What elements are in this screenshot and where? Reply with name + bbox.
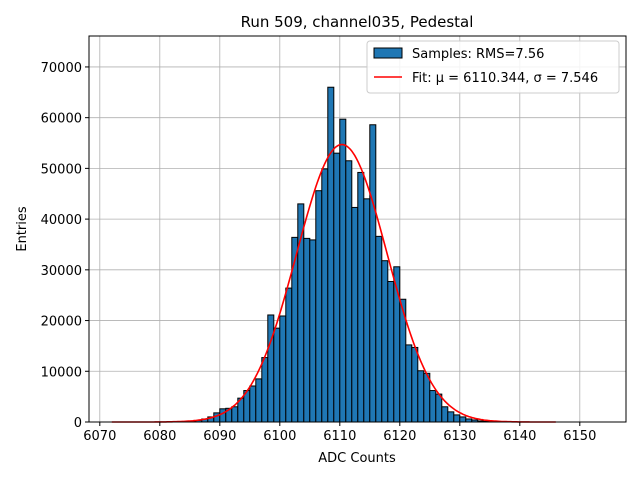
x-axis-label: ADC Counts (318, 451, 396, 466)
legend-swatch-samples (373, 47, 403, 59)
histogram-bar (339, 118, 347, 423)
chart-title: Run 509, channel035, Pedestal (241, 13, 474, 31)
histogram-bar (357, 171, 365, 423)
histogram-bar (219, 408, 227, 423)
x-tick-label: 6100 (263, 429, 296, 444)
histogram-bar (417, 370, 425, 423)
histogram-bar (303, 237, 311, 423)
histogram-bar (369, 124, 377, 423)
y-tick-label: 40000 (41, 213, 82, 228)
histogram-bar (321, 168, 329, 423)
y-tick-label: 50000 (41, 162, 82, 177)
y-axis-label: Entries (15, 206, 30, 252)
x-tick-label: 6090 (203, 429, 236, 444)
histogram-bar (375, 235, 383, 423)
histogram-bar (309, 239, 317, 423)
histogram-bar (345, 160, 353, 423)
legend-label-fit: Fit: μ = 6110.344, σ = 7.546 (412, 71, 598, 86)
fit-curve (111, 143, 556, 423)
x-tick-label: 6110 (323, 429, 356, 444)
histogram-bar (351, 206, 359, 423)
histogram-bar (441, 406, 449, 423)
histogram-bar (447, 411, 455, 423)
histogram-bar (327, 86, 335, 423)
y-tick-label: 70000 (41, 61, 82, 76)
y-tick-label: 0 (74, 416, 82, 431)
histogram-bar (249, 385, 257, 423)
histogram-bar (435, 393, 443, 423)
histogram-bar (279, 315, 287, 423)
histogram-bar (423, 372, 431, 423)
histogram-bar (231, 406, 239, 423)
y-tick-label: 60000 (41, 112, 82, 127)
x-tick-label: 6120 (383, 429, 416, 444)
histogram-bar (273, 327, 281, 423)
histogram-bar (267, 314, 275, 423)
histogram-bar (261, 357, 269, 423)
x-tick-label: 6080 (143, 429, 176, 444)
histogram-bar (387, 280, 395, 423)
histogram-bar (411, 346, 419, 423)
x-tick-label: 6140 (503, 429, 536, 444)
histogram-bar (459, 416, 467, 423)
y-tick-label: 30000 (41, 264, 82, 279)
histogram-bar (363, 198, 371, 423)
histogram-bar (429, 390, 437, 423)
histogram-bar (255, 378, 263, 423)
x-tick-label: 6150 (563, 429, 596, 444)
histogram-bar (381, 260, 389, 423)
histogram-bar (315, 190, 323, 423)
plot-frame (88, 35, 627, 423)
legend-label-samples: Samples: RMS=7.56 (412, 47, 544, 62)
x-tick-label: 6070 (83, 429, 116, 444)
histogram-bar (453, 414, 461, 423)
histogram-bar (285, 287, 293, 423)
y-tick-label: 10000 (41, 365, 82, 380)
histogram-bar (333, 152, 341, 423)
x-tick-label: 6130 (443, 429, 476, 444)
legend: Samples: RMS=7.56 Fit: μ = 6110.344, σ =… (366, 40, 620, 94)
y-tick-label: 20000 (41, 315, 82, 330)
histogram-bar (405, 344, 413, 423)
